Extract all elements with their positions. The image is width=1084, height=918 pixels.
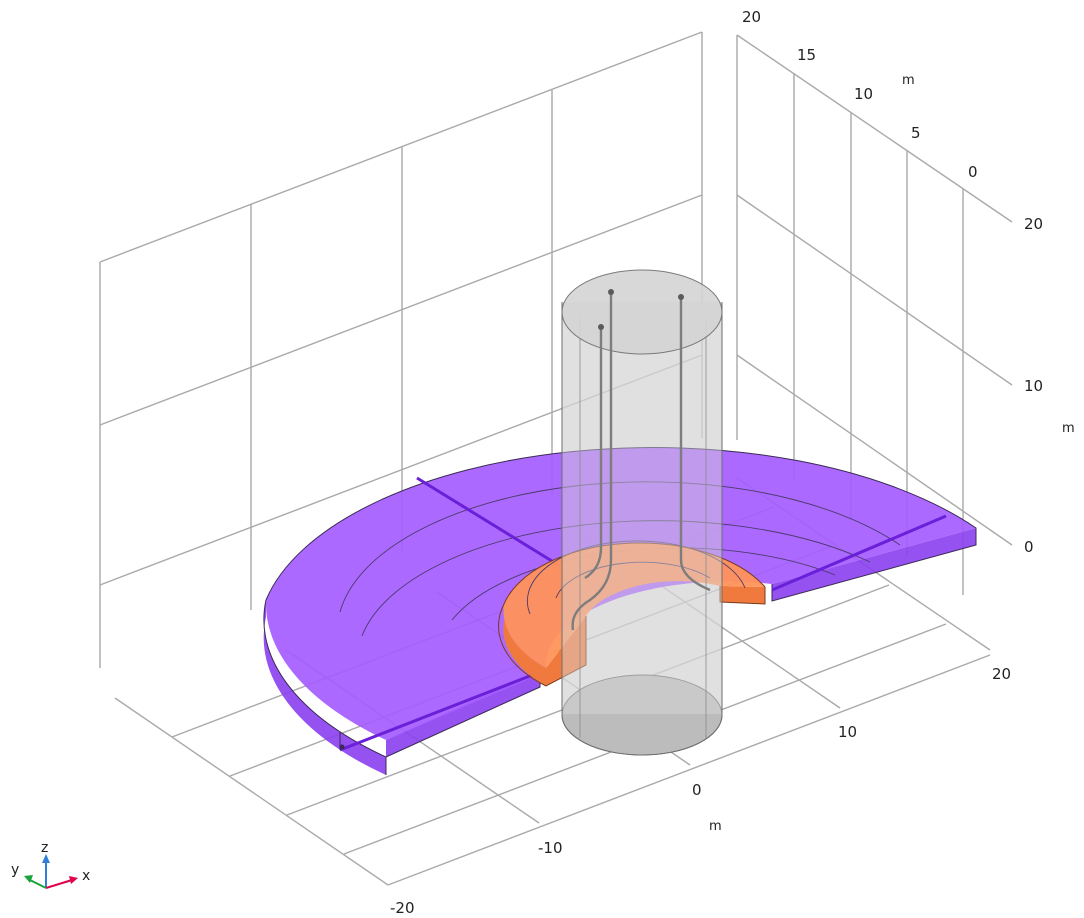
- y-unit-label: m: [902, 73, 915, 88]
- y-tick-label: 0: [968, 163, 978, 181]
- x-tick-label: 0: [692, 781, 702, 799]
- z-tick-label: 10: [1024, 377, 1043, 395]
- triad-x-label: x: [82, 868, 90, 884]
- z-arrow-icon: [42, 854, 50, 863]
- cylinder[interactable]: [561, 269, 723, 756]
- z-unit-label: m: [1062, 421, 1075, 436]
- triad-z-label: z: [41, 840, 48, 856]
- y-axis-labels: 20 15 10 5 0 m: [742, 8, 978, 181]
- right-wall-grid: [736, 34, 1013, 595]
- y-tick-label: 15: [797, 46, 816, 64]
- triad-y-label: y: [11, 862, 19, 878]
- y-tick-label: 20: [742, 8, 761, 26]
- back-wall-grid: [99, 31, 703, 668]
- x-unit-label: m: [709, 819, 722, 834]
- x-arrow-icon: [69, 876, 78, 884]
- pipes: [571, 289, 711, 631]
- x-tick-label: -20: [390, 899, 415, 917]
- z-axis-labels: 20 10 0 m: [1024, 215, 1075, 556]
- x-tick-label: 10: [838, 723, 857, 741]
- y-tick-label: 5: [911, 124, 921, 142]
- y-tick-label: 10: [854, 85, 873, 103]
- inner-ring[interactable]: [498, 540, 766, 687]
- axis-triad: z x y: [11, 840, 90, 889]
- x-tick-label: -10: [538, 839, 563, 857]
- x-axis-labels: -20 -10 0 10 20 m: [390, 665, 1011, 917]
- z-tick-label: 0: [1024, 538, 1034, 556]
- z-tick-label: 20: [1024, 215, 1043, 233]
- y-arrow-icon: [24, 875, 33, 883]
- x-tick-label: 20: [992, 665, 1011, 683]
- outer-ring[interactable]: [263, 447, 977, 775]
